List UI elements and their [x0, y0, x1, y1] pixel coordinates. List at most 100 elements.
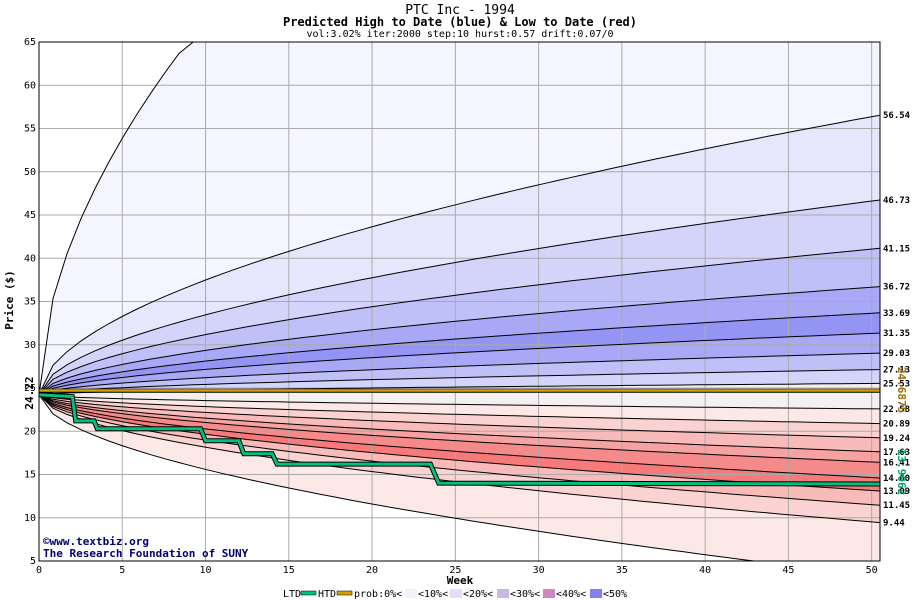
- high-band-4: [39, 286, 880, 395]
- x-tick-label: 45: [782, 565, 794, 576]
- y-tick-label: 65: [24, 37, 36, 48]
- high-quantile-line: [38, 114, 881, 395]
- ltd-line: [38, 393, 881, 486]
- y-tick-label: 55: [24, 124, 36, 135]
- low-band-2: [39, 394, 880, 452]
- quantile-label: 17.63: [883, 448, 910, 458]
- credit-line-2: The Research Foundation of SUNY: [43, 547, 249, 560]
- x-tick-label: 40: [699, 565, 711, 576]
- y-tick-label: 10: [24, 513, 36, 524]
- low-quantile-line: [38, 394, 881, 439]
- quantile-label: 56.54: [883, 111, 911, 121]
- quantile-label: 19.24: [883, 434, 911, 444]
- quantile-label: 25.53: [883, 379, 910, 389]
- legend-ltd-swatch: [300, 590, 317, 596]
- low-quantile-line: [38, 394, 881, 506]
- outer-low-curve: [38, 394, 880, 562]
- high-quantile-line: [38, 332, 881, 396]
- legend-ltd-label: LTD: [283, 589, 301, 600]
- x-tick-label: 5: [119, 565, 125, 576]
- legend: LTD HTD prob:0%< <10%< <20%< <30%< <40%<…: [283, 589, 627, 600]
- low-band-5: [39, 394, 880, 491]
- chart-subtitle: Predicted High to Date (blue) & Low to D…: [283, 15, 637, 29]
- quantile-label: 46.73: [883, 196, 910, 206]
- legend-htd-swatch: [336, 590, 353, 596]
- x-tick-label: 35: [616, 565, 628, 576]
- x-tick-label: 20: [366, 565, 378, 576]
- high-quantile-line: [38, 247, 881, 396]
- quantile-label: 16.41: [883, 458, 910, 468]
- y-tick-label: 20: [24, 426, 36, 437]
- plot-frame: [38, 41, 881, 562]
- legend-p20-swatch: [450, 589, 462, 598]
- low-band-4: [39, 394, 880, 478]
- legend-p50-label: <50%: [603, 589, 627, 600]
- y-tick-label: 25: [24, 383, 36, 394]
- y-tick-label: 5: [30, 556, 36, 567]
- y-tick-label: 30: [24, 340, 36, 351]
- legend-p10-swatch: [405, 589, 417, 598]
- high-quantile-line: [38, 369, 881, 396]
- y-tick-label: 45: [24, 210, 36, 221]
- legend-p10-label: <10%<: [418, 589, 448, 600]
- low-band-8: [39, 394, 880, 561]
- ltd-final-label: 13.9062: [895, 449, 908, 495]
- legend-p20-label: <20%<: [463, 589, 493, 600]
- start-price-label: 24.22: [23, 376, 36, 409]
- low-quantile-line: [38, 394, 881, 479]
- quantile-label: 13.09: [883, 487, 910, 497]
- legend-p0-label: prob:0%<: [354, 589, 402, 600]
- high-band-0: [39, 42, 880, 395]
- y-axis-label: Price ($): [3, 270, 16, 330]
- x-tick-label: 50: [866, 565, 878, 576]
- y-tick-label: 60: [24, 80, 36, 91]
- low-band-1: [39, 394, 880, 438]
- y-tick-label: 40: [24, 253, 36, 264]
- high-quantile-line: [38, 199, 881, 395]
- legend-p50-swatch: [590, 589, 602, 598]
- high-band-6: [39, 333, 880, 395]
- low-quantile-line: [38, 394, 881, 453]
- low-band-7: [39, 394, 880, 523]
- low-band-6: [39, 394, 880, 506]
- low-quantile-line: [38, 394, 881, 463]
- quantile-label: 29.03: [883, 349, 910, 359]
- y-tick-label: 35: [24, 297, 36, 308]
- x-tick-label: 10: [200, 565, 212, 576]
- high-band-1: [39, 115, 880, 395]
- high-band-2: [39, 200, 880, 395]
- legend-p30-swatch: [497, 589, 509, 598]
- quantile-label: 27.13: [883, 366, 910, 376]
- quantile-label: 11.45: [883, 501, 910, 511]
- low-band-3: [39, 394, 880, 463]
- high-band-3: [39, 248, 880, 395]
- quantile-label: 9.44: [883, 519, 905, 529]
- high-quantile-line: [38, 286, 881, 396]
- quantile-label: 20.89: [883, 420, 910, 430]
- legend-p40-label: <40%<: [556, 589, 586, 600]
- plot-area: 0 5 10 15 20 25 30 35 40 45 5051015202530354045505…: [24, 37, 911, 576]
- legend-p40-swatch: [543, 589, 555, 598]
- legend-p30-label: <30%<: [510, 589, 540, 600]
- x-tick-label: 25: [449, 565, 461, 576]
- chart-title: PTC Inc - 1994: [405, 3, 515, 18]
- quantile-label: 22.58: [883, 405, 910, 415]
- quantile-label: 41.15: [883, 244, 910, 254]
- quantile-label: 31.35: [883, 329, 910, 339]
- x-tick-label: 15: [283, 565, 295, 576]
- htd-final-label: 24.6875: [895, 367, 908, 413]
- high-band-7: [39, 353, 880, 395]
- y-tick-label: 15: [24, 470, 36, 481]
- x-tick-label: 0: [36, 565, 42, 576]
- high-band-5: [39, 312, 880, 395]
- high-quantile-line: [38, 352, 881, 396]
- x-axis-label: Week: [447, 574, 474, 587]
- x-tick-label: 30: [533, 565, 545, 576]
- quantile-label: 33.69: [883, 309, 910, 319]
- low-quantile-line: [38, 394, 881, 425]
- chart-params: vol:3.02% iter:2000 step:10 hurst:0.57 d…: [306, 29, 613, 40]
- credit-line-1: ©www.textbiz.org: [43, 535, 149, 548]
- quantile-label: 36.72: [883, 283, 910, 293]
- y-tick-label: 50: [24, 167, 36, 178]
